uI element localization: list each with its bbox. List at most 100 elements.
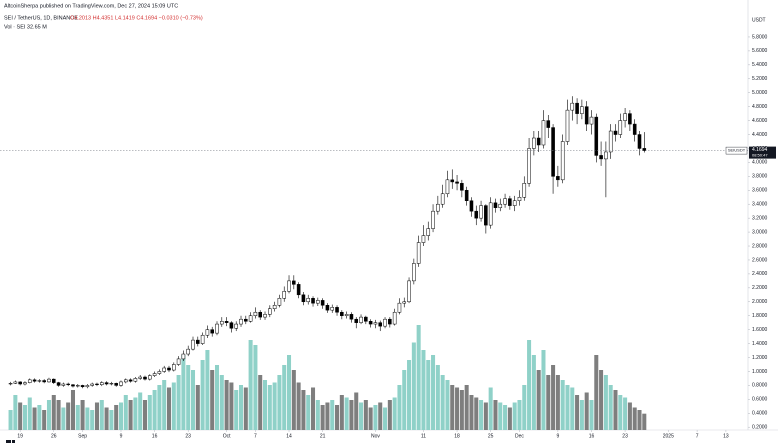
volume-bar xyxy=(479,400,484,430)
volume-bar xyxy=(594,355,599,430)
candle-body xyxy=(220,321,224,325)
volume-bar xyxy=(80,400,85,430)
candle-body xyxy=(445,179,450,195)
candle-body xyxy=(27,379,32,383)
x-tick-label: 16 xyxy=(152,433,158,439)
candles xyxy=(8,96,647,389)
volume-bar xyxy=(22,405,27,430)
candle-body xyxy=(176,358,181,365)
candle-body xyxy=(330,307,335,311)
candle-body xyxy=(80,385,85,388)
x-tick-label: Nov xyxy=(371,433,380,439)
y-tick-label: 5.8000 xyxy=(752,34,768,40)
candle-body xyxy=(508,198,512,206)
candle-body xyxy=(383,318,387,327)
y-tick-label: 0.4000 xyxy=(752,411,768,417)
candle-body xyxy=(335,307,339,313)
volume-bar xyxy=(200,360,205,430)
candle-body xyxy=(575,102,579,114)
y-tick-label: 0.8000 xyxy=(752,383,768,389)
candle-body xyxy=(119,381,123,386)
y-tick-label: 3.4000 xyxy=(752,202,768,208)
y-tick-label: 2.8000 xyxy=(752,243,768,249)
candle-body xyxy=(455,181,459,184)
candle-body xyxy=(196,339,200,344)
volume-bar xyxy=(632,407,637,430)
volume-bar xyxy=(320,405,325,430)
volume-bar xyxy=(128,400,133,430)
candle-body xyxy=(104,382,109,385)
volume-bar xyxy=(368,407,373,430)
candle-body xyxy=(296,284,301,296)
candle-body xyxy=(138,376,142,379)
candle-body xyxy=(532,137,536,149)
candle-body xyxy=(364,316,368,322)
candle-body xyxy=(124,379,128,383)
candle-body xyxy=(42,380,46,383)
candle-body xyxy=(556,176,560,181)
volume-bar xyxy=(258,375,263,430)
volume-bar xyxy=(575,395,580,430)
volume-bar xyxy=(157,385,162,430)
candle-body xyxy=(642,148,647,151)
volume-bar xyxy=(291,370,296,430)
y-tick-label: 1.6000 xyxy=(752,327,768,333)
candle-body xyxy=(167,367,171,371)
volume-bar xyxy=(27,397,32,430)
y-tick-label: 3.8000 xyxy=(752,174,768,180)
y-tick-label: 1.8000 xyxy=(752,313,768,319)
volume-bar xyxy=(579,400,584,430)
volume-bar xyxy=(435,365,440,430)
candle-body xyxy=(8,383,13,385)
candle-body xyxy=(618,120,623,135)
volume-bar xyxy=(277,375,282,430)
candle-body xyxy=(584,106,589,125)
volume-bar xyxy=(51,395,56,430)
candle-body xyxy=(152,373,157,376)
x-tick-label: 13 xyxy=(723,433,729,439)
candle-body xyxy=(32,379,37,382)
volume-bars xyxy=(8,325,647,430)
volume-bar xyxy=(138,392,143,430)
candle-body xyxy=(37,380,42,382)
volume-bar xyxy=(339,395,344,430)
candle-body xyxy=(186,348,190,355)
x-tick-label: 21 xyxy=(320,433,326,439)
volume-bar xyxy=(234,390,239,430)
volume-bar xyxy=(301,390,306,430)
volume-bar xyxy=(325,402,330,430)
candle-body xyxy=(85,385,90,388)
candle-body xyxy=(234,323,238,329)
candle-body xyxy=(551,127,555,177)
volume-bar xyxy=(560,380,565,430)
candle-body xyxy=(301,294,306,303)
volume-bar xyxy=(56,400,61,430)
candle-body xyxy=(263,314,267,318)
candle-body xyxy=(277,298,282,306)
volume-bar xyxy=(85,407,90,430)
volume-bar xyxy=(354,392,359,430)
volume-bar xyxy=(469,395,474,430)
volume-bar xyxy=(488,387,493,430)
x-tick-label: 18 xyxy=(454,433,460,439)
candle-body xyxy=(224,321,229,323)
volume-bar xyxy=(176,375,181,430)
candle-body xyxy=(23,382,27,385)
candle-body xyxy=(133,378,138,382)
candle-body xyxy=(95,383,99,385)
candle-body xyxy=(354,318,359,323)
candle-body xyxy=(536,137,541,146)
candle-body xyxy=(632,123,637,135)
volume-bar xyxy=(464,385,469,430)
volume-bar xyxy=(344,397,349,430)
candle-body xyxy=(109,383,114,385)
candle-body xyxy=(162,367,166,372)
volume-bar xyxy=(133,397,138,430)
volume-bar xyxy=(421,350,426,430)
volume-bar xyxy=(181,355,186,430)
volume-bar xyxy=(147,395,152,430)
candle-body xyxy=(258,311,263,318)
candle-body xyxy=(469,200,474,212)
volume-bar xyxy=(450,385,455,430)
